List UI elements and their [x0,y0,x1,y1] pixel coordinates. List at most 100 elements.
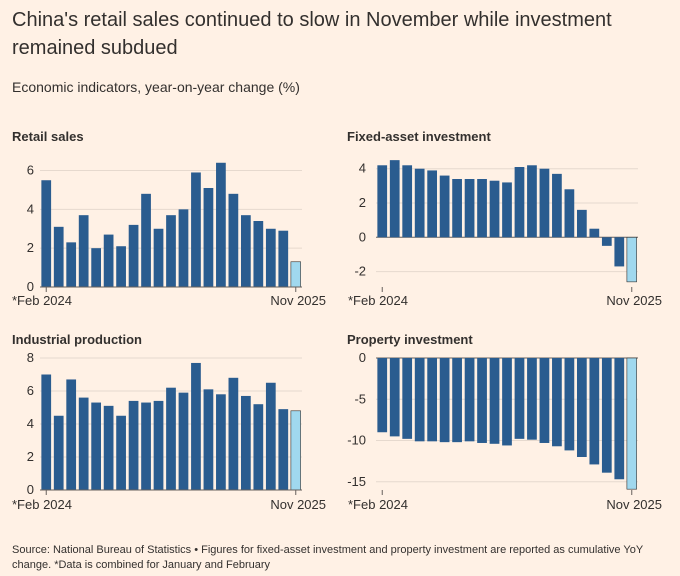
bar [464,358,475,442]
y-tick-label: 0 [27,482,34,497]
bar [389,358,400,437]
bar [514,358,525,439]
chart-subtitle: Economic indicators, year-on-year change… [12,79,300,95]
bar [552,358,562,447]
panel-title-fixed-asset-investment: Fixed-asset investment [347,129,491,144]
bar [576,358,587,457]
bar [41,374,52,490]
panel-retail-sales: 0 2 4 6 *Feb 2024 Nov 2025 [12,163,326,308]
bar [464,179,475,238]
y-tick-label: 4 [27,201,34,216]
bar [601,237,612,246]
bar [414,168,425,238]
bar [91,248,102,287]
bar [191,362,201,490]
bar [228,193,239,287]
bar [78,397,89,490]
bar [564,189,575,238]
bar [116,246,126,287]
bar [489,358,500,444]
bar [253,221,264,287]
bar [216,394,226,490]
y-tick-label: 6 [27,383,34,398]
y-tick-label: 8 [27,350,34,365]
y-tick-label: 4 [359,161,366,176]
bar [153,228,164,287]
bar [527,165,537,238]
x-tick-label: *Feb 2024 [348,293,408,308]
y-tick-label: -10 [347,433,366,448]
x-tick-label: Nov 2025 [270,497,326,512]
y-tick-label: 6 [27,163,34,178]
bar [91,402,102,490]
y-tick-label: -15 [347,474,366,489]
bar [439,358,450,443]
bar [539,168,550,238]
bar [128,400,139,490]
bar [439,175,450,238]
bar [477,179,487,238]
y-tick-label: -5 [354,391,366,406]
y-tick-label: 4 [27,416,34,431]
bar [601,358,612,473]
bar [265,228,276,287]
bar [377,165,388,238]
y-tick-label: 0 [359,350,366,365]
y-tick-label: -2 [354,264,366,279]
bar [153,400,164,490]
bar [502,358,512,446]
bar [203,389,214,490]
panel-property-investment: -15 -10 -5 0 *Feb 2024 Nov 2025 [347,350,662,512]
panel-title-industrial-production: Industrial production [12,332,142,347]
bar [402,165,413,238]
bar [626,236,637,283]
bar [116,415,126,490]
bar [66,379,77,490]
bar [589,228,600,238]
chart-title: China's retail sales continued to slow i… [12,9,612,59]
x-tick-label: Nov 2025 [270,293,326,308]
bar [452,358,462,443]
source-note: Source: National Bureau of Statistics • … [12,544,643,571]
bar [78,215,89,287]
bar [539,358,550,443]
x-tick-label: *Feb 2024 [12,293,72,308]
bar [576,209,587,238]
y-tick-label: 2 [27,240,34,255]
bar [290,261,301,288]
bar [178,209,189,287]
bar [626,357,637,490]
bar [427,170,438,238]
bar [203,188,214,287]
bar [614,237,625,267]
y-tick-label: 2 [359,195,366,210]
bar [402,358,413,439]
bar [178,392,189,490]
x-tick-label: Nov 2025 [606,497,662,512]
panel-fixed-asset-investment: -2 0 2 4 *Feb 2024 Nov 2025 [348,160,662,308]
bar [265,382,276,490]
x-tick-label: *Feb 2024 [12,497,72,512]
panel-industrial-production: 0 2 4 6 8 *Feb 2024 Nov 2025 [12,350,326,512]
bar [452,179,462,238]
bar [166,387,176,490]
bar [66,242,77,287]
bar [489,180,500,238]
bar [41,180,52,287]
bar [216,162,226,287]
bar [53,226,64,287]
panel-title-retail-sales: Retail sales [12,129,84,144]
bar [477,358,487,443]
bar [103,234,114,287]
bar [552,173,562,238]
bar [141,402,151,490]
y-tick-label: 0 [27,279,34,294]
bar [514,167,525,238]
bar [589,358,600,465]
bar [427,358,438,442]
bar [253,404,264,490]
x-tick-label: *Feb 2024 [348,497,408,512]
bar [614,358,625,480]
bar [53,415,64,490]
